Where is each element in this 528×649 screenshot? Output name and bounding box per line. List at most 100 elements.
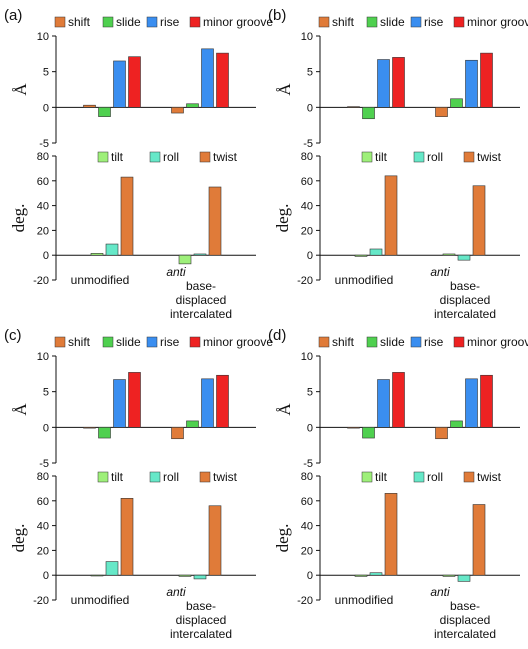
legend-swatch [54,336,66,348]
bar-minor-groove-0 [128,372,141,428]
legend-swatch [199,151,211,163]
degree-chart: 80 60 40 20 0 -20 deg. tilt roll twist [9,470,256,607]
panel-label: (a) [4,7,22,24]
legend-entry: slide [116,335,141,349]
bar-rise-0 [113,379,126,428]
legend-entry: roll [163,150,179,164]
category-label-base: base- [450,599,480,613]
bar-tilt-0 [354,574,368,577]
bar-twist-1 [208,186,222,256]
panel-label: (c) [4,327,22,344]
category-label-intercalated: intercalated [434,627,496,641]
bar-rise-0 [377,379,390,428]
legend-entry: minor groove [467,15,528,29]
bar-slide-0 [362,107,375,120]
legend-entry: rise [160,335,180,349]
y-tick-label: 80 [301,151,313,163]
legend-entry: rise [424,15,444,29]
category-label-displaced: displaced [440,293,491,307]
y-tick-label: 10 [37,351,49,363]
legend-swatch [410,16,422,28]
y-axis-label: Å [275,403,294,416]
y-axis-label: deg. [273,524,292,553]
y-tick-label: 10 [37,31,49,43]
bar-rise-1 [201,378,214,428]
bar-minor-groove-1 [480,52,493,108]
bar-slide-1 [186,103,199,108]
category-label-unmodified: unmodified [335,273,394,287]
bar-minor-groove-0 [392,372,405,428]
legend-entry: shift [68,15,91,29]
legend-swatch [318,336,330,348]
legend-swatch [149,471,161,483]
y-axis-label: deg. [9,204,28,233]
y-axis-label: Å [11,403,30,416]
y-axis-label: deg. [273,204,292,233]
legend-swatch [146,336,158,348]
bar-shift-1 [435,427,448,440]
bar-slide-1 [450,420,463,428]
legend-swatch [453,336,465,348]
category-label-unmodified: unmodified [71,273,130,287]
bar-tilt-0 [90,253,104,256]
category-label-anti: anti [166,265,186,279]
legend-swatch [318,16,330,28]
bar-shift-0 [83,104,96,108]
bar-slide-0 [98,427,111,439]
bar-shift-0 [347,106,360,108]
y-tick-label: 40 [37,201,49,213]
legend-swatch [149,151,161,163]
bar-shift-1 [435,107,448,117]
y-axis-label: Å [275,83,294,96]
legend-entry: tilt [111,470,124,484]
y-tick-label: -20 [33,275,49,287]
y-tick-label: 0 [43,570,49,582]
y-tick-label: 10 [301,351,313,363]
bar-rise-0 [377,59,390,108]
bar-roll-1 [193,253,207,256]
legend-swatch [361,151,373,163]
y-axis-label: deg. [9,524,28,553]
bar-twist-1 [472,185,486,256]
bar-slide-1 [186,420,199,428]
bar-shift-0 [83,427,96,429]
legend-swatch [366,336,378,348]
legend-swatch [413,471,425,483]
bar-roll-0 [369,572,383,576]
category-label-unmodified: unmodified [335,593,394,607]
y-tick-label: 40 [301,201,313,213]
y-tick-label: -5 [39,138,49,150]
legend-swatch [361,471,373,483]
category-label-intercalated: intercalated [434,307,496,321]
bar-minor-groove-0 [128,56,141,108]
legend-swatch [146,16,158,28]
legend-entry: twist [477,470,502,484]
category-label-displaced: displaced [176,613,227,627]
legend-entry: twist [477,150,502,164]
category-label-base: base- [450,279,480,293]
legend-swatch [413,151,425,163]
category-label-anti: anti [430,585,450,599]
y-tick-label: -20 [33,595,49,607]
bar-roll-0 [105,243,119,256]
bar-rise-1 [465,59,478,108]
y-tick-label: 0 [43,422,49,434]
y-tick-label: 60 [37,496,49,508]
legend-entry: minor groove [203,335,273,349]
y-tick-label: -5 [303,138,313,150]
legend-entry: shift [332,335,355,349]
legend-entry: minor groove [203,15,273,29]
y-tick-label: 20 [301,225,313,237]
legend-entry: slide [116,15,141,29]
category-label-intercalated: intercalated [170,627,232,641]
y-tick-label: 60 [301,176,313,188]
legend-swatch [102,16,114,28]
bar-minor-groove-1 [216,52,229,108]
bar-twist-0 [120,498,134,576]
panel-label: (b) [268,7,286,24]
legend-swatch [54,16,66,28]
y-tick-label: 60 [37,176,49,188]
bar-twist-0 [384,175,398,256]
